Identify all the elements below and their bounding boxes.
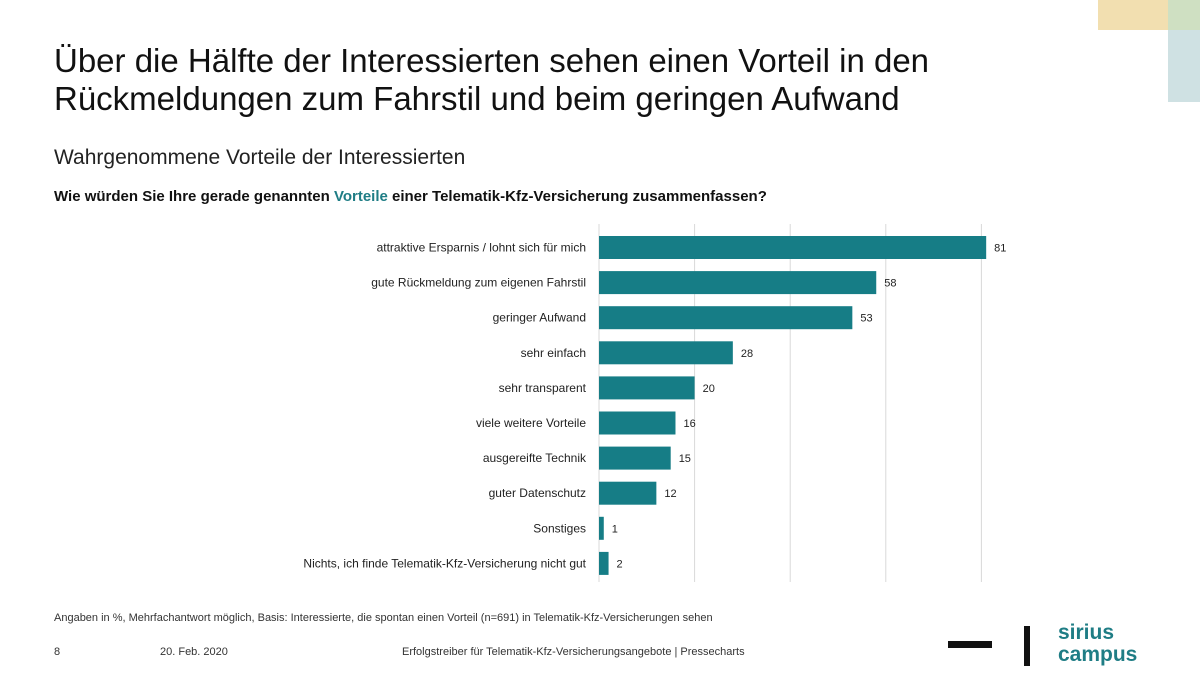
question-highlight: Vorteile <box>333 188 388 205</box>
value-label: 15 <box>679 453 691 465</box>
bar <box>599 306 853 330</box>
corner-decoration <box>1168 30 1200 102</box>
footer-date: 20. Feb. 2020 <box>160 646 228 658</box>
value-label: 12 <box>664 488 676 500</box>
sirius-campus-logo: sirius campus <box>1058 622 1137 666</box>
chart-category-labels: attraktive Ersparnis / lohnt sich für mi… <box>303 241 587 571</box>
logo-line-2: campus <box>1058 643 1138 666</box>
category-label: sehr einfach <box>521 346 586 360</box>
category-label: Sonstiges <box>533 521 586 535</box>
value-label: 58 <box>884 278 896 290</box>
logo-line-1: sirius <box>1058 621 1115 644</box>
bar <box>599 516 604 540</box>
bar <box>599 376 695 400</box>
value-label: 16 <box>683 418 695 430</box>
value-label: 53 <box>860 313 872 325</box>
footnote: Angaben in %, Mehrfachantwort möglich, B… <box>54 612 713 624</box>
category-label: viele weitere Vorteile <box>476 416 586 430</box>
slide-title: Über die Hälfte der Interessierten sehen… <box>54 42 1054 118</box>
chart-bars <box>599 236 987 575</box>
category-label: Nichts, ich finde Telematik-Kfz-Versiche… <box>303 556 586 570</box>
bar <box>599 551 609 575</box>
slide-title-line-1: Über die Hälfte der Interessierten sehen… <box>54 42 930 79</box>
bar-chart: attraktive Ersparnis / lohnt sich für mi… <box>303 224 1007 582</box>
slide-title-line-2: Rückmeldungen zum Fahrstil und beim geri… <box>54 80 900 117</box>
survey-question: Wie würden Sie Ihre gerade genannten Vor… <box>54 188 767 205</box>
page-number: 8 <box>54 646 61 658</box>
bar <box>599 481 657 505</box>
logo-bar-mark <box>1024 626 1030 666</box>
value-label: 1 <box>612 523 618 535</box>
value-label: 20 <box>703 383 715 395</box>
bar <box>599 271 877 295</box>
footer-title: Erfolgstreiber für Telematik-Kfz-Versich… <box>402 646 745 658</box>
bar <box>599 236 987 259</box>
category-label: sehr transparent <box>499 381 587 395</box>
category-label: gute Rückmeldung zum eigenen Fahrstil <box>371 276 586 290</box>
category-label: guter Datenschutz <box>489 486 586 500</box>
corner-decoration <box>1098 0 1168 30</box>
slide-subtitle: Wahrgenommene Vorteile der Interessierte… <box>54 146 466 169</box>
question-text-start: Wie würden Sie Ihre gerade genannten <box>54 188 334 205</box>
bar <box>599 446 671 470</box>
question-text-end: einer Telematik-Kfz-Versicherung zusamme… <box>387 188 767 205</box>
category-label: attraktive Ersparnis / lohnt sich für mi… <box>377 241 586 255</box>
value-label: 28 <box>741 348 753 360</box>
corner-decoration <box>1168 0 1200 30</box>
bar <box>599 341 733 365</box>
category-label: ausgereifte Technik <box>483 451 587 465</box>
bar <box>599 411 676 435</box>
value-label: 2 <box>617 558 623 570</box>
logo-dash-mark <box>948 641 992 648</box>
value-label: 81 <box>994 243 1006 255</box>
category-label: geringer Aufwand <box>493 311 586 325</box>
